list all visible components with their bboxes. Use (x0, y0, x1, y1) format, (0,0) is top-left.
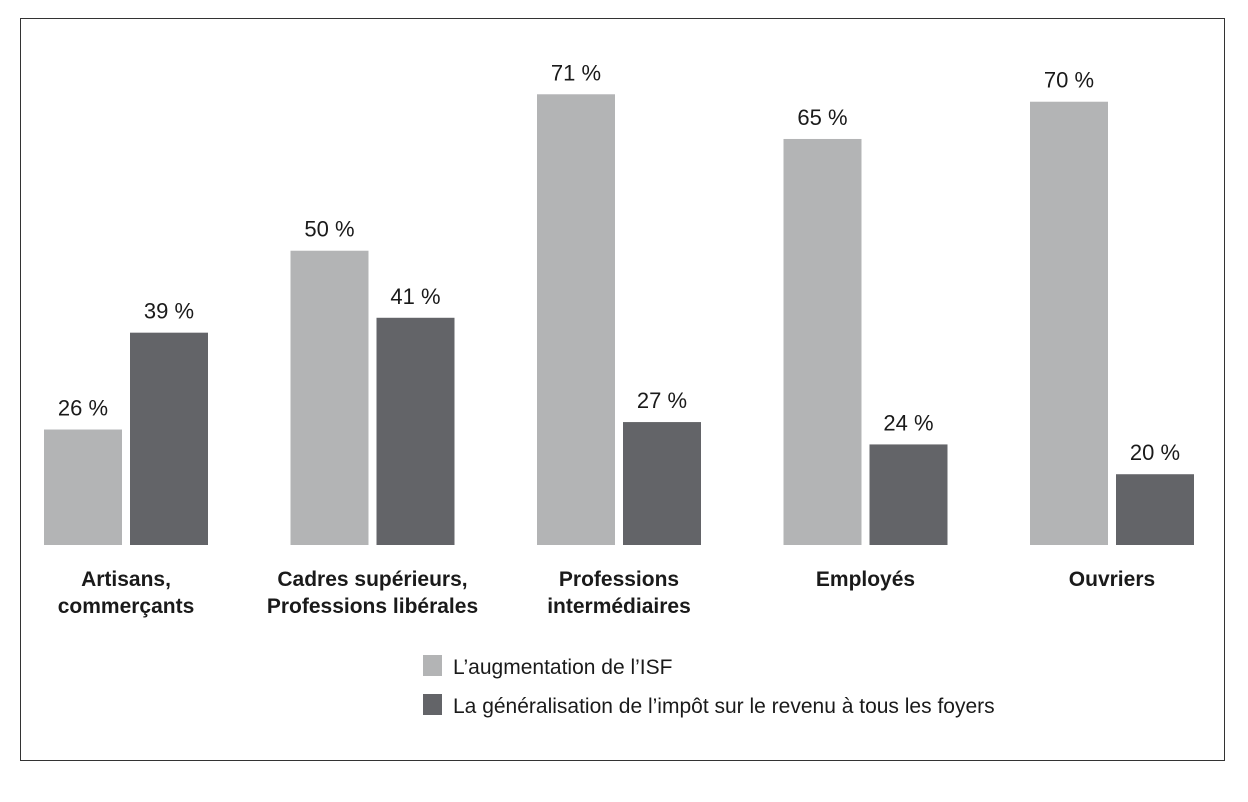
bar-series-2 (869, 444, 948, 545)
category-label: Ouvriers (1069, 568, 1155, 591)
legend-label: L’augmentation de l’ISF (453, 656, 672, 679)
bar-series-1 (44, 429, 122, 545)
value-label: 41 % (390, 284, 440, 309)
bar-series-1 (783, 138, 862, 545)
bar-series-2 (623, 422, 701, 545)
value-label: 39 % (144, 299, 194, 324)
bar-series-2 (130, 332, 208, 545)
value-label: 71 % (551, 60, 601, 85)
chart-frame (20, 18, 1225, 761)
legend-label: La généralisation de l’impôt sur le reve… (453, 695, 995, 718)
bar-series-1 (290, 250, 369, 545)
category-label: Employés (816, 568, 915, 591)
category-label: Cadres supérieurs, (277, 568, 467, 591)
category-label: intermédiaires (547, 595, 691, 618)
bar-series-2 (376, 317, 455, 545)
value-label: 26 % (58, 396, 108, 421)
legend-swatch (423, 655, 442, 676)
value-label: 24 % (883, 410, 933, 435)
category-label: Professions (559, 568, 679, 591)
category-label: Professions libérales (267, 595, 478, 618)
value-label: 20 % (1130, 440, 1180, 465)
value-label: 50 % (304, 217, 354, 242)
legend-swatch (423, 694, 442, 715)
category-label: Artisans, (81, 568, 171, 591)
value-label: 27 % (637, 388, 687, 413)
value-label: 65 % (797, 105, 847, 130)
bar-series-1 (1030, 101, 1108, 545)
bar-series-2 (1116, 474, 1194, 545)
category-label: commerçants (58, 595, 195, 618)
bar-series-1 (537, 94, 615, 546)
value-label: 70 % (1044, 68, 1094, 93)
